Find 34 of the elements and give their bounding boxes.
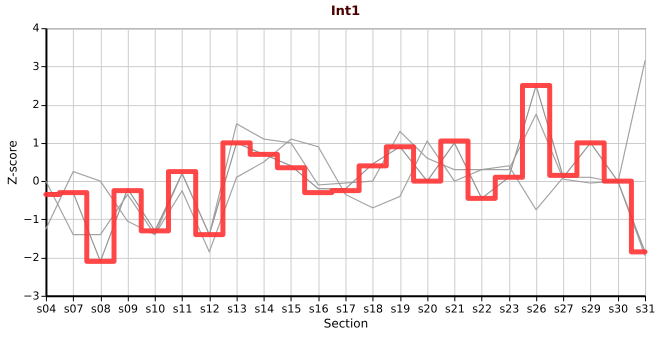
x-tick-label: s16 xyxy=(308,302,329,316)
y-tick-label: 3 xyxy=(32,60,40,73)
x-tick-label: s12 xyxy=(200,302,220,316)
y-tick-label: 2 xyxy=(32,98,40,112)
y-tick-label: −2 xyxy=(23,251,40,264)
x-tick-label: s17 xyxy=(336,302,356,316)
x-tick-label: s22 xyxy=(472,302,492,316)
x-tick-label: s30 xyxy=(608,302,628,316)
x-tick-label: s19 xyxy=(390,302,410,316)
x-tick-label: s09 xyxy=(118,302,138,316)
chart-title: Int1 xyxy=(330,4,360,20)
x-tick-label: s20 xyxy=(418,302,438,316)
x-tick-label: s18 xyxy=(363,302,384,316)
x-tick-label: s31 xyxy=(636,302,656,316)
x-tick-label: s08 xyxy=(91,302,111,316)
y-tick-label: −3 xyxy=(23,289,40,302)
x-tick-label: s13 xyxy=(227,302,247,316)
x-tick-label: s26 xyxy=(526,302,546,316)
x-tick-label: s11 xyxy=(172,302,192,316)
y-tick-label: 1 xyxy=(32,136,40,150)
y-tick-label: 0 xyxy=(32,174,40,188)
y-tick-label: −1 xyxy=(23,212,40,226)
x-tick-label: s29 xyxy=(581,302,601,316)
x-axis-title: Section xyxy=(324,316,368,330)
x-tick-label: s10 xyxy=(146,302,166,316)
x-tick-label: s07 xyxy=(64,302,84,316)
x-tick-label: s23 xyxy=(500,302,520,316)
x-tick-label: s15 xyxy=(282,302,302,316)
x-tick-label: s14 xyxy=(254,302,274,316)
y-tick-label: 4 xyxy=(32,22,40,35)
x-tick-label: s21 xyxy=(445,302,465,316)
x-tick-label: s27 xyxy=(554,302,574,316)
y-axis-title: Z-score xyxy=(5,140,20,185)
x-tick-label: s04 xyxy=(36,302,56,316)
